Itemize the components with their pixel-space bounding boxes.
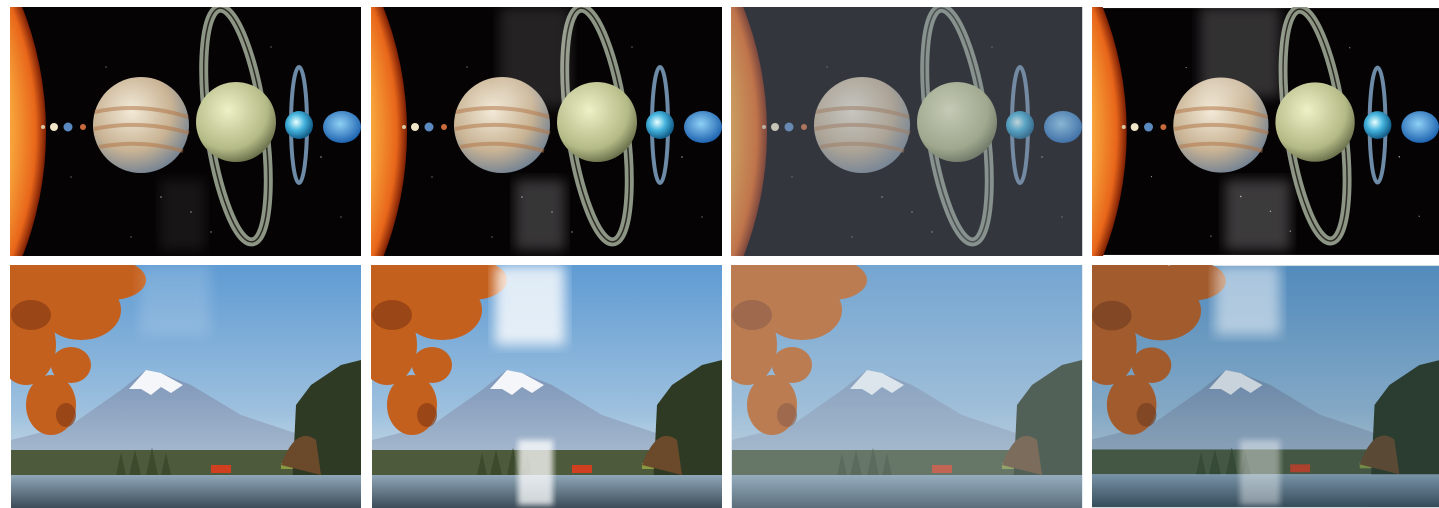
fuji-glare (371, 265, 722, 508)
solar-original (0, 0, 361, 472)
fuji-haze (731, 265, 1083, 508)
solar-haze (731, 7, 1083, 256)
solar-restored (453, 7, 1439, 469)
solar-glare (0, 7, 722, 472)
fuji-restored (1092, 265, 1439, 508)
fuji-original (10, 265, 361, 508)
